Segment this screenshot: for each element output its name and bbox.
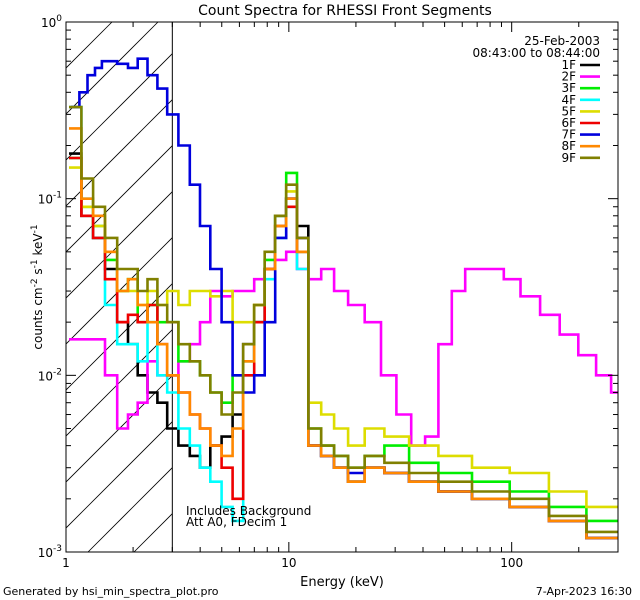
y-axis: 10-3 10-2 10-1 100	[38, 14, 618, 560]
footer-generator: Generated by hsi_min_spectra_plot.pro	[3, 585, 219, 598]
plot-frame	[65, 21, 619, 553]
x-tick-label: 10	[281, 556, 296, 570]
legend-label-7F: 7F	[561, 128, 576, 142]
x-axis: 1 10 100	[62, 22, 619, 570]
y-tick-label: 10-1	[38, 191, 62, 207]
hatch-line	[66, 191, 173, 299]
legend-time-range: 08:43:00 to 08:44:00	[473, 46, 600, 60]
y-tick-label: 10-2	[38, 367, 62, 383]
series-layer	[69, 57, 618, 540]
legend-label-8F: 8F	[561, 139, 576, 153]
y-tick-label: 10-3	[38, 544, 62, 560]
annotation-background: Includes Background	[186, 504, 311, 518]
legend-label-3F: 3F	[561, 81, 576, 95]
legend-label-5F: 5F	[561, 104, 576, 118]
annotation-attenuator: Att A0, FDecim 1	[186, 515, 287, 529]
hatch-line	[66, 375, 173, 483]
hatch-line	[66, 99, 173, 207]
legend-label-2F: 2F	[561, 70, 576, 84]
legend-label-1F: 1F	[561, 58, 576, 72]
hatch-line	[66, 22, 159, 115]
hatched-region	[66, 22, 173, 552]
x-tick-label: 100	[500, 556, 523, 570]
legend-label-6F: 6F	[561, 116, 576, 130]
x-axis-label: Energy (keV)	[300, 575, 384, 590]
hatch-line	[66, 283, 173, 391]
chart-title: Count Spectra for RHESSI Front Segments	[198, 3, 492, 19]
legend-date: 25-Feb-2003	[524, 34, 600, 48]
y-tick-label: 100	[41, 14, 62, 30]
y-axis-label: counts cm-2 s-1 keV-1	[30, 224, 45, 349]
legend-label-4F: 4F	[561, 93, 576, 107]
series-line-9F	[69, 105, 618, 534]
x-tick-label: 1	[62, 556, 70, 570]
footer-timestamp: 7-Apr-2023 16:30	[536, 585, 632, 598]
hatch-line	[66, 237, 173, 345]
legend-label-9F: 9F	[561, 151, 576, 165]
hatch-line	[66, 53, 173, 161]
hatch-line	[66, 421, 173, 529]
